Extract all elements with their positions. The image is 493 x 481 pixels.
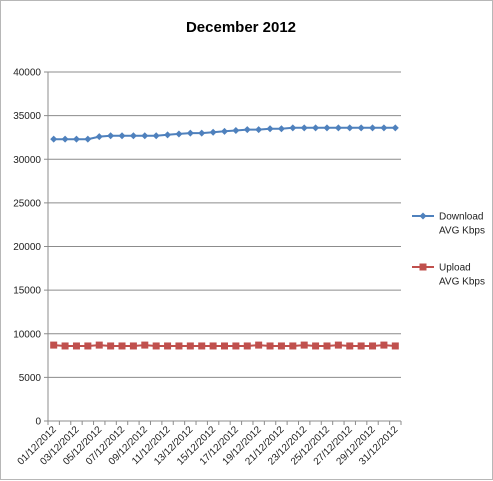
data-point-diamond — [50, 135, 58, 143]
data-point-square — [50, 341, 58, 349]
data-point-square — [277, 342, 285, 350]
chart-title: December 2012 — [186, 19, 296, 36]
y-tick-label: 35000 — [13, 111, 41, 122]
data-point-square — [152, 342, 160, 350]
data-point-square — [141, 341, 149, 349]
y-tick-label: 0 — [35, 417, 41, 428]
data-point-diamond — [266, 125, 274, 133]
legend-label: Download — [439, 212, 483, 223]
data-point-diamond — [312, 124, 320, 132]
data-point-diamond — [61, 135, 69, 143]
data-point-square — [255, 341, 263, 349]
data-point-square — [118, 342, 126, 350]
data-point-square — [164, 342, 172, 350]
legend: Download AVG Kbps Upload AVG Kbps — [412, 212, 485, 288]
data-point-diamond — [118, 132, 126, 140]
data-point-diamond — [175, 130, 183, 138]
data-point-square — [221, 342, 228, 350]
data-point-diamond — [277, 125, 285, 133]
data-point-square — [369, 342, 377, 350]
data-point-square — [175, 342, 183, 350]
data-point-square — [129, 342, 137, 350]
data-point-diamond — [232, 126, 240, 134]
data-point-square — [357, 342, 365, 350]
legend-marker-square — [419, 263, 427, 271]
data-point-square — [84, 342, 92, 350]
data-point-square — [186, 342, 194, 350]
legend-label: Upload — [439, 263, 471, 274]
y-tick-label: 30000 — [13, 155, 41, 166]
data-point-diamond — [107, 132, 115, 140]
legend-label: AVG Kbps — [439, 277, 485, 288]
data-point-diamond — [300, 124, 308, 132]
data-point-square — [61, 342, 69, 350]
y-tick-label: 10000 — [13, 329, 41, 340]
data-point-diamond — [209, 128, 217, 136]
data-point-square — [95, 341, 103, 349]
data-point-diamond — [334, 124, 342, 132]
data-point-square — [72, 342, 80, 350]
data-point-diamond — [186, 129, 194, 137]
data-point-diamond — [243, 126, 251, 134]
data-point-square — [198, 342, 206, 350]
data-point-square — [312, 342, 320, 350]
data-point-square — [334, 341, 342, 349]
data-point-diamond — [198, 129, 206, 137]
data-point-diamond — [129, 132, 137, 140]
legend-entry-download: Download AVG Kbps — [412, 212, 485, 237]
y-tick-label: 40000 — [13, 68, 41, 79]
data-point-diamond — [95, 133, 103, 141]
y-tick-label: 25000 — [13, 198, 41, 209]
data-point-square — [346, 342, 354, 350]
legend-label: AVG Kbps — [439, 226, 485, 237]
data-point-square — [107, 342, 115, 350]
y-tick-label: 5000 — [19, 373, 42, 384]
x-axis-ticks: 01/12/201203/12/201205/12/201207/12/2012… — [16, 421, 402, 468]
data-point-diamond — [391, 124, 399, 132]
data-point-diamond — [255, 126, 263, 134]
data-point-diamond — [164, 131, 172, 139]
legend-entry-upload: Upload AVG Kbps — [412, 263, 485, 288]
data-point-square — [289, 342, 297, 350]
data-point-square — [380, 341, 388, 349]
data-point-diamond — [357, 124, 365, 132]
data-point-diamond — [323, 124, 331, 132]
data-point-diamond — [369, 124, 377, 132]
gridlines — [48, 71, 401, 378]
data-point-diamond — [346, 124, 354, 132]
y-tick-label: 15000 — [13, 286, 41, 297]
data-point-diamond — [221, 127, 228, 135]
data-point-diamond — [141, 132, 149, 140]
data-point-square — [300, 341, 308, 349]
data-point-square — [232, 342, 240, 350]
data-point-square — [243, 342, 251, 350]
y-tick-label: 20000 — [13, 242, 41, 253]
legend-marker-diamond — [419, 212, 427, 220]
data-point-diamond — [289, 124, 297, 132]
data-point-square — [391, 342, 399, 350]
data-point-square — [323, 342, 331, 350]
data-point-diamond — [380, 124, 388, 132]
data-point-square — [209, 342, 217, 350]
y-axis-ticks: 0 5000 10000 15000 20000 25000 30000 35000 40000 — [13, 68, 48, 428]
data-point-diamond — [72, 135, 80, 143]
series-group — [50, 124, 399, 350]
data-point-diamond — [152, 132, 160, 140]
data-point-square — [266, 342, 274, 350]
series-upload — [50, 341, 399, 350]
data-point-diamond — [84, 135, 92, 143]
series-download — [50, 124, 399, 143]
